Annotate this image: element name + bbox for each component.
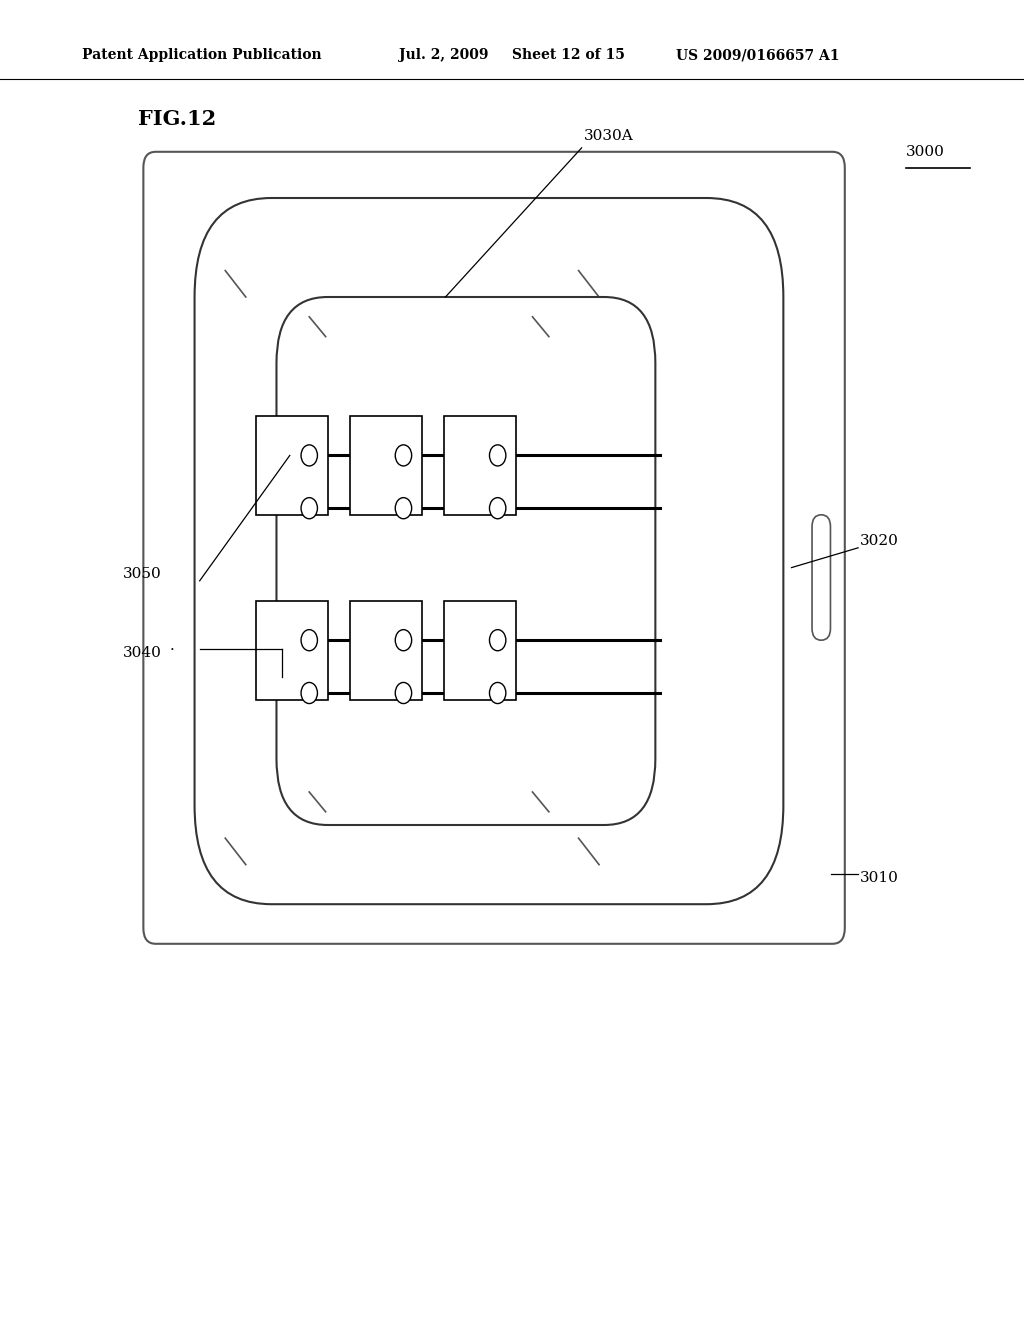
Text: 3010: 3010 xyxy=(860,871,899,884)
Text: FIG.12: FIG.12 xyxy=(138,108,216,129)
FancyBboxPatch shape xyxy=(276,297,655,825)
Text: Patent Application Publication: Patent Application Publication xyxy=(82,49,322,62)
Circle shape xyxy=(489,445,506,466)
Circle shape xyxy=(301,445,317,466)
Bar xyxy=(256,416,328,515)
Circle shape xyxy=(489,630,506,651)
Circle shape xyxy=(395,682,412,704)
Bar xyxy=(350,416,422,515)
Text: 3040: 3040 xyxy=(123,647,162,660)
Bar xyxy=(444,416,516,515)
Text: 3020: 3020 xyxy=(860,535,899,548)
Circle shape xyxy=(489,498,506,519)
Text: US 2009/0166657 A1: US 2009/0166657 A1 xyxy=(676,49,840,62)
Circle shape xyxy=(301,630,317,651)
Text: Sheet 12 of 15: Sheet 12 of 15 xyxy=(512,49,625,62)
Circle shape xyxy=(395,445,412,466)
FancyBboxPatch shape xyxy=(195,198,783,904)
Text: 3050: 3050 xyxy=(123,568,162,581)
Text: 3030A: 3030A xyxy=(584,129,634,143)
Bar xyxy=(256,601,328,700)
Text: .: . xyxy=(170,639,175,653)
Bar xyxy=(444,601,516,700)
Text: 3000: 3000 xyxy=(906,145,945,158)
Circle shape xyxy=(301,498,317,519)
Circle shape xyxy=(301,682,317,704)
FancyBboxPatch shape xyxy=(812,515,830,640)
Bar xyxy=(350,601,422,700)
FancyBboxPatch shape xyxy=(143,152,845,944)
Text: Jul. 2, 2009: Jul. 2, 2009 xyxy=(399,49,488,62)
Circle shape xyxy=(395,630,412,651)
Circle shape xyxy=(395,498,412,519)
Circle shape xyxy=(489,682,506,704)
